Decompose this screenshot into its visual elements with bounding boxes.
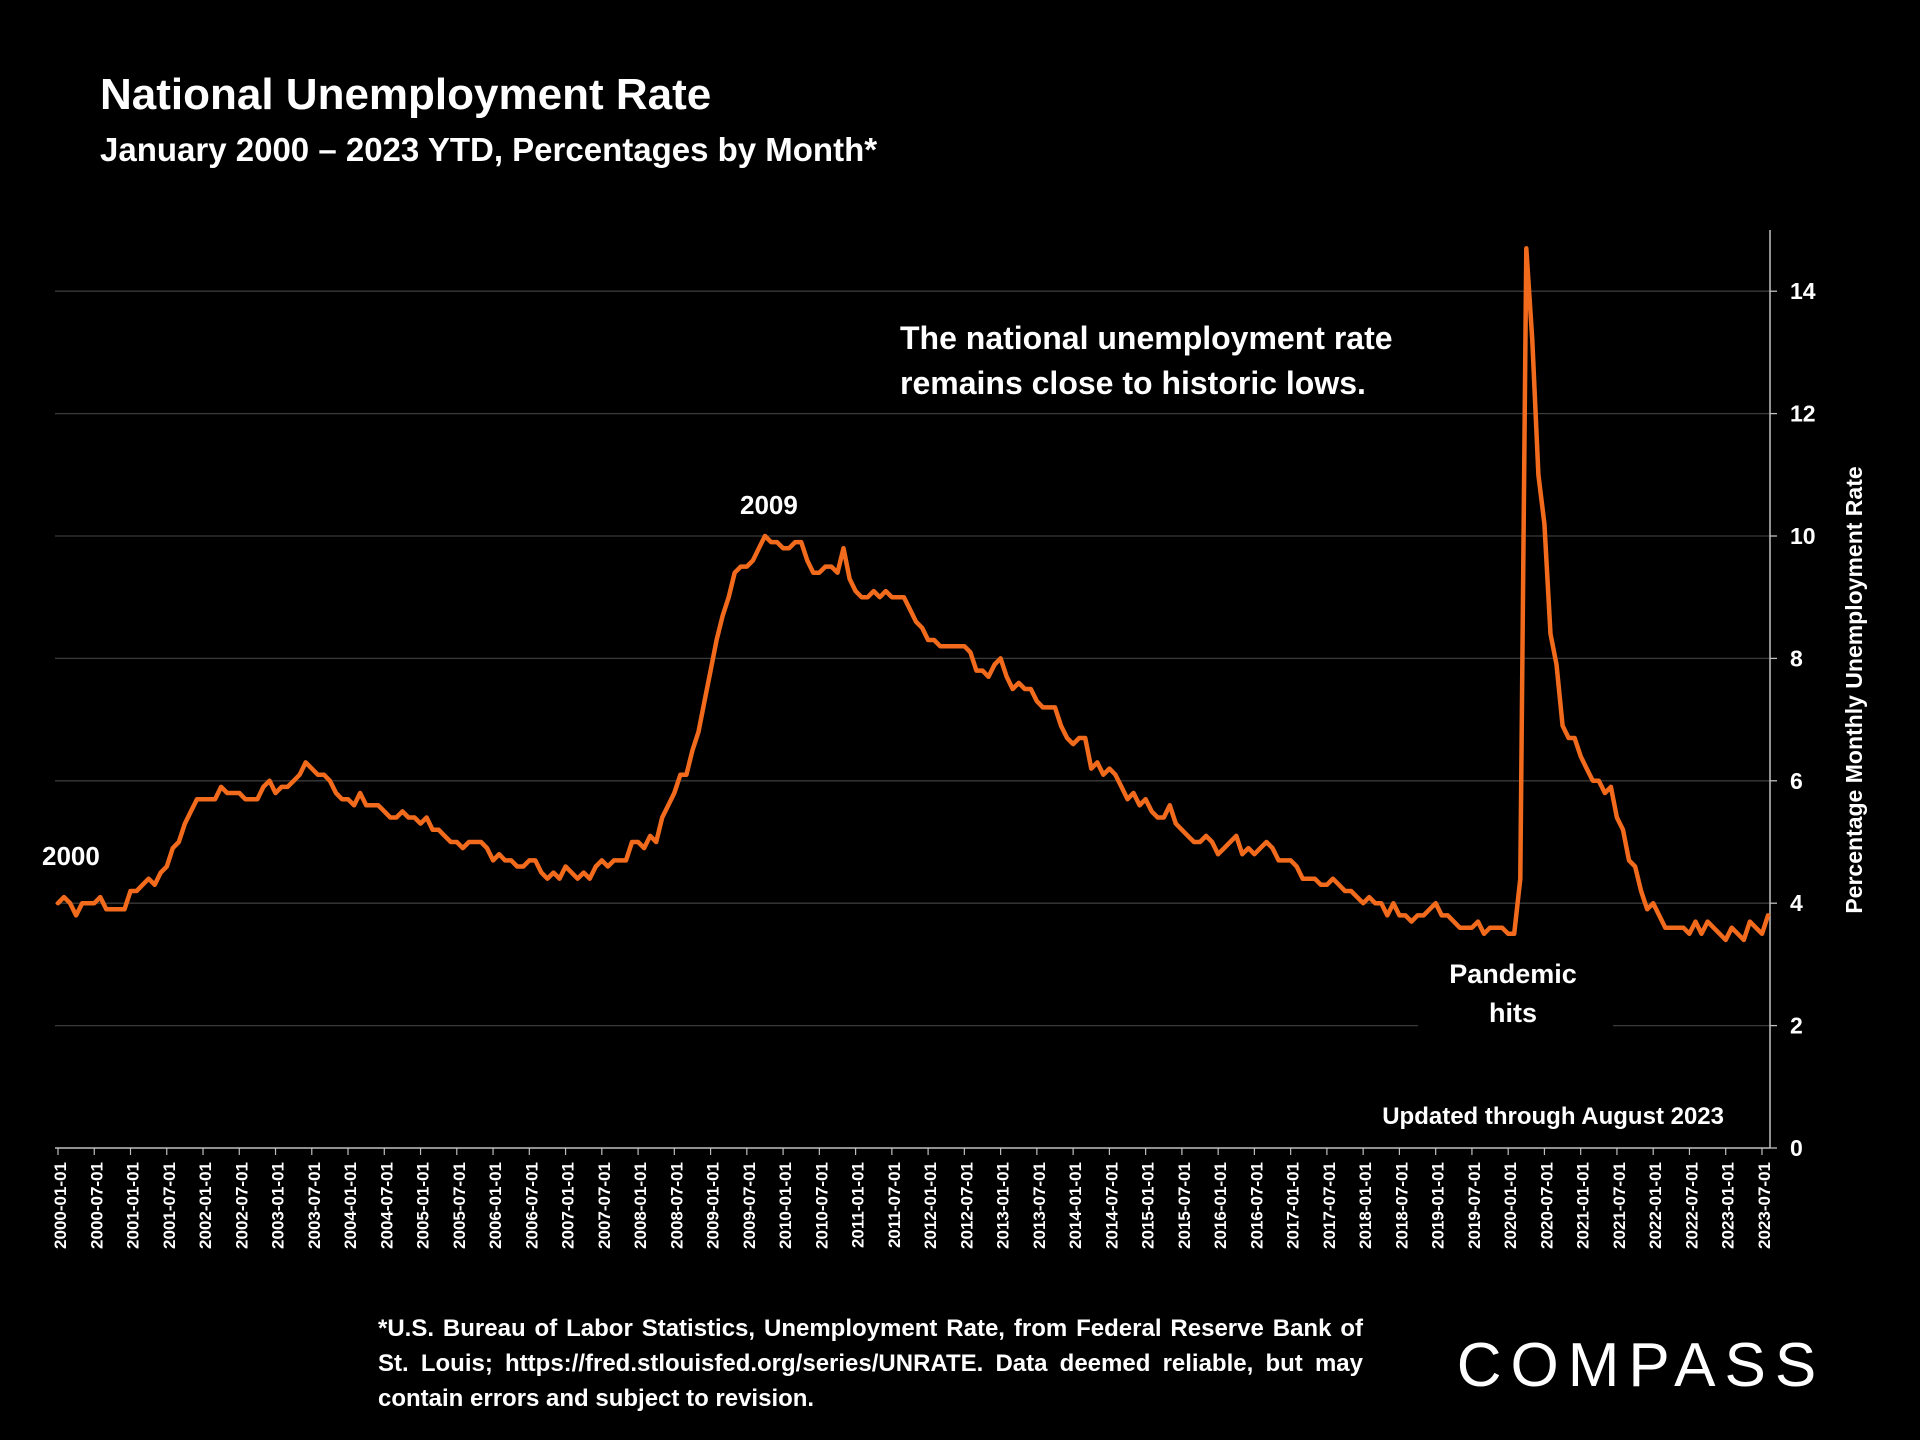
x-tick-label: 2005-01-01 — [414, 1162, 433, 1249]
x-tick-label: 2003-07-01 — [305, 1162, 324, 1249]
source-footnote: *U.S. Bureau of Labor Statistics, Unempl… — [378, 1315, 1363, 1412]
x-tick-label: 2013-01-01 — [994, 1162, 1013, 1249]
callout-line-1: The national unemployment rate — [900, 320, 1393, 356]
x-tick-label: 2008-07-01 — [667, 1162, 686, 1249]
x-tick-label: 2021-07-01 — [1610, 1162, 1629, 1249]
unemployment-rate-series-line — [55, 246, 1771, 943]
x-tick-label: 2005-07-01 — [450, 1162, 469, 1249]
x-tick-label: 2016-07-01 — [1247, 1162, 1266, 1249]
y-tick-label-2: 2 — [1790, 1013, 1803, 1039]
callout-line-2: remains close to historic lows. — [900, 365, 1366, 401]
x-tick-label: 2023-07-01 — [1755, 1162, 1774, 1249]
y-tick-label-8: 8 — [1790, 645, 1803, 671]
x-tick-label: 2007-01-01 — [559, 1162, 578, 1249]
x-tick-label: 2022-01-01 — [1646, 1162, 1665, 1249]
x-tick-label: 2019-07-01 — [1465, 1162, 1484, 1249]
updated-note: Updated through August 2023 — [1382, 1103, 1724, 1130]
x-tick-label: 2001-01-01 — [124, 1162, 143, 1249]
axes — [55, 230, 1771, 1149]
x-tick-label: 2017-07-01 — [1320, 1162, 1339, 1249]
compass-logo: COMPASS — [1457, 1331, 1825, 1396]
annotation-2009: 2009 — [740, 490, 798, 520]
x-tick-label: 2021-01-01 — [1574, 1162, 1593, 1249]
x-tick-label: 2022-07-01 — [1682, 1162, 1701, 1249]
y-axis-label: Percentage Monthly Unemployment Rate — [1841, 466, 1867, 913]
x-tick-label: 2003-01-01 — [269, 1162, 288, 1249]
y-tick-label-14: 14 — [1790, 278, 1816, 304]
x-tick-label: 2018-01-01 — [1356, 1162, 1375, 1249]
x-tick-label: 2014-01-01 — [1066, 1162, 1085, 1249]
y-tick-label-6: 6 — [1790, 768, 1803, 794]
x-tick-label: 2002-01-01 — [196, 1162, 215, 1249]
pandemic-label-background — [1418, 952, 1613, 1042]
pandemic-label-line-2: hits — [1489, 998, 1537, 1028]
x-tick-label: 2006-01-01 — [486, 1162, 505, 1249]
x-tick-label: 2002-07-01 — [232, 1162, 251, 1249]
x-tick-label: 2020-01-01 — [1501, 1162, 1520, 1249]
x-tick-label: 2023-01-01 — [1719, 1162, 1738, 1249]
y-tick-label-12: 12 — [1790, 401, 1816, 427]
y-tick-label-0: 0 — [1790, 1135, 1803, 1161]
x-tick-label: 2007-07-01 — [595, 1162, 614, 1249]
x-tick-label: 2010-01-01 — [776, 1162, 795, 1249]
y-tick-label-4: 4 — [1790, 890, 1803, 916]
x-tick-label: 2009-07-01 — [740, 1162, 759, 1249]
x-tick-label: 2000-01-01 — [51, 1162, 70, 1249]
x-tick-label: 2015-07-01 — [1175, 1162, 1194, 1249]
x-tick-label: 2009-01-01 — [704, 1162, 723, 1249]
y-tick-labels: 0 2 4 6 8 10 12 14 — [1790, 278, 1816, 1161]
x-tick-label: 2004-07-01 — [377, 1162, 396, 1249]
annotation-2000: 2000 — [42, 841, 100, 871]
chart-subtitle: January 2000 – 2023 YTD, Percentages by … — [100, 131, 878, 168]
x-tick-label: 2011-01-01 — [849, 1162, 868, 1248]
x-tick-label: 2014-07-01 — [1102, 1162, 1121, 1249]
x-tick-label: 2012-01-01 — [921, 1162, 940, 1249]
chart-title: National Unemployment Rate — [100, 70, 712, 119]
x-tick-label: 2001-07-01 — [160, 1162, 179, 1249]
pandemic-label-line-1: Pandemic — [1449, 959, 1577, 989]
svg-text:COMPASS: COMPASS — [1457, 1331, 1825, 1396]
x-tick-label: 2019-01-01 — [1429, 1162, 1448, 1249]
x-tick-label: 2018-07-01 — [1392, 1162, 1411, 1249]
x-tick-label: 2011-07-01 — [885, 1162, 904, 1248]
x-tick-label: 2015-01-01 — [1139, 1162, 1158, 1249]
x-tick-label: 2000-07-01 — [87, 1162, 106, 1249]
x-tick-label: 2012-07-01 — [957, 1162, 976, 1249]
x-tick-label: 2004-01-01 — [341, 1162, 360, 1249]
x-tick-label: 2010-07-01 — [812, 1162, 831, 1249]
y-tick-label-10: 10 — [1790, 523, 1816, 549]
x-tick-label: 2006-07-01 — [522, 1162, 541, 1249]
x-tick-label: 2016-01-01 — [1211, 1162, 1230, 1249]
x-tick-label: 2020-07-01 — [1537, 1162, 1556, 1249]
x-tick-label: 2013-07-01 — [1030, 1162, 1049, 1249]
x-tick-label: 2008-01-01 — [631, 1162, 650, 1249]
x-tick-label: 2017-01-01 — [1284, 1162, 1303, 1249]
gridlines — [55, 290, 1777, 1149]
x-tick-labels: 2000-01-01 2000-07-01 2001-01-01 2001-07-01… — [51, 1148, 1774, 1249]
